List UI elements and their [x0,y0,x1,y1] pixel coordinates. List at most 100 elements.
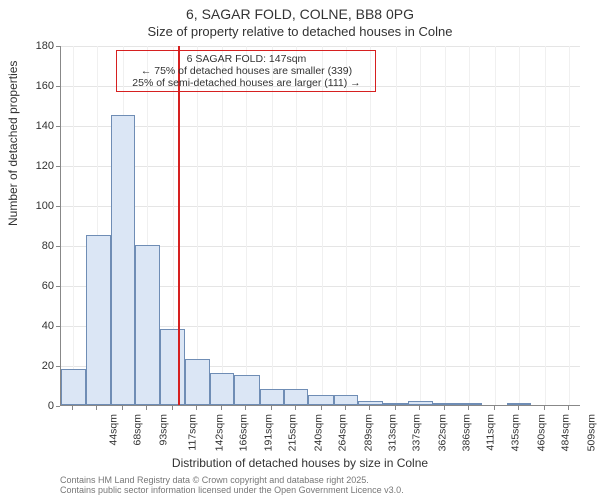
xtick-label: 166sqm [237,414,249,451]
xtick-label: 117sqm [187,414,199,451]
gridline-v [420,46,421,405]
xtick-mark [419,406,420,410]
ytick-mark [56,206,60,207]
histogram-bar [234,375,259,405]
xtick-label: 93sqm [157,414,169,446]
ytick-label: 120 [14,160,54,172]
xtick-mark [395,406,396,410]
histogram-bar [358,401,383,405]
gridline-v [296,46,297,405]
xtick-mark [96,406,97,410]
gridline-v [370,46,371,405]
histogram-bar [111,115,135,405]
ytick-label: 160 [14,80,54,92]
ytick-label: 40 [14,320,54,332]
histogram-bar [160,329,184,405]
gridline-v [222,46,223,405]
credits: Contains HM Land Registry data © Crown c… [60,476,404,496]
xtick-mark [518,406,519,410]
chart-container: 6, SAGAR FOLD, COLNE, BB8 0PG Size of pr… [0,0,600,500]
ytick-label: 20 [14,360,54,372]
xtick-mark [122,406,123,410]
gridline-h [61,46,580,47]
chart-title: 6, SAGAR FOLD, COLNE, BB8 0PG [0,6,600,22]
ytick-label: 180 [14,40,54,52]
histogram-bar [135,245,160,405]
xtick-label: 386sqm [460,414,472,451]
gridline-v [396,46,397,405]
gridline-h [61,206,580,207]
xtick-label: 142sqm [213,414,225,451]
xtick-mark [172,406,173,410]
xtick-mark [568,406,569,410]
gridline-v [545,46,546,405]
histogram-bar [507,403,531,405]
ytick-mark [56,166,60,167]
gridline-v [272,46,273,405]
xtick-mark [468,406,469,410]
xtick-mark [245,406,246,410]
x-axis-label: Distribution of detached houses by size … [0,456,600,470]
xtick-label: 362sqm [436,414,448,451]
ytick-mark [56,406,60,407]
histogram-bar [61,369,86,405]
gridline-v [469,46,470,405]
plot-area: 6 SAGAR FOLD: 147sqm← 75% of detached ho… [60,46,580,406]
xtick-mark [544,406,545,410]
gridline-v [495,46,496,405]
ytick-mark [56,46,60,47]
histogram-bar [433,403,457,405]
xtick-label: 264sqm [337,414,349,451]
histogram-bar [308,395,333,405]
xtick-mark [271,406,272,410]
ytick-mark [56,366,60,367]
xtick-mark [295,406,296,410]
ytick-mark [56,246,60,247]
histogram-bar [185,359,210,405]
gridline-h [61,166,580,167]
gridline-v [569,46,570,405]
xtick-label: 411sqm [485,414,497,451]
gridline-v [445,46,446,405]
chart-subtitle: Size of property relative to detached ho… [0,24,600,39]
xtick-mark [345,406,346,410]
xtick-mark [321,406,322,410]
ytick-label: 100 [14,200,54,212]
gridline-v [346,46,347,405]
histogram-bar [383,403,407,405]
histogram-bar [284,389,308,405]
gridline-v [73,46,74,405]
xtick-label: 337sqm [411,414,423,451]
xtick-label: 191sqm [263,414,275,451]
histogram-bar [408,401,433,405]
histogram-bar [210,373,234,405]
xtick-mark [72,406,73,410]
ytick-label: 60 [14,280,54,292]
ytick-mark [56,86,60,87]
ytick-label: 0 [14,400,54,412]
ytick-mark [56,286,60,287]
histogram-bar [334,395,358,405]
xtick-mark [494,406,495,410]
xtick-label: 435sqm [510,414,522,451]
gridline-h [61,126,580,127]
annotation-line: 6 SAGAR FOLD: 147sqm [121,53,371,65]
histogram-bar [457,403,481,405]
ytick-mark [56,126,60,127]
gridline-v [322,46,323,405]
xtick-mark [444,406,445,410]
reference-line [178,46,180,405]
gridline-v [519,46,520,405]
histogram-bar [86,235,110,405]
ytick-label: 140 [14,120,54,132]
gridline-v [197,46,198,405]
xtick-mark [221,406,222,410]
xtick-label: 289sqm [362,414,374,451]
annotation-box: 6 SAGAR FOLD: 147sqm← 75% of detached ho… [116,50,376,92]
xtick-label: 240sqm [312,414,324,451]
xtick-label: 215sqm [287,414,299,451]
xtick-label: 460sqm [535,414,547,451]
xtick-label: 44sqm [108,414,120,446]
credits-line-2: Contains public sector information licen… [60,486,404,496]
ytick-mark [56,326,60,327]
